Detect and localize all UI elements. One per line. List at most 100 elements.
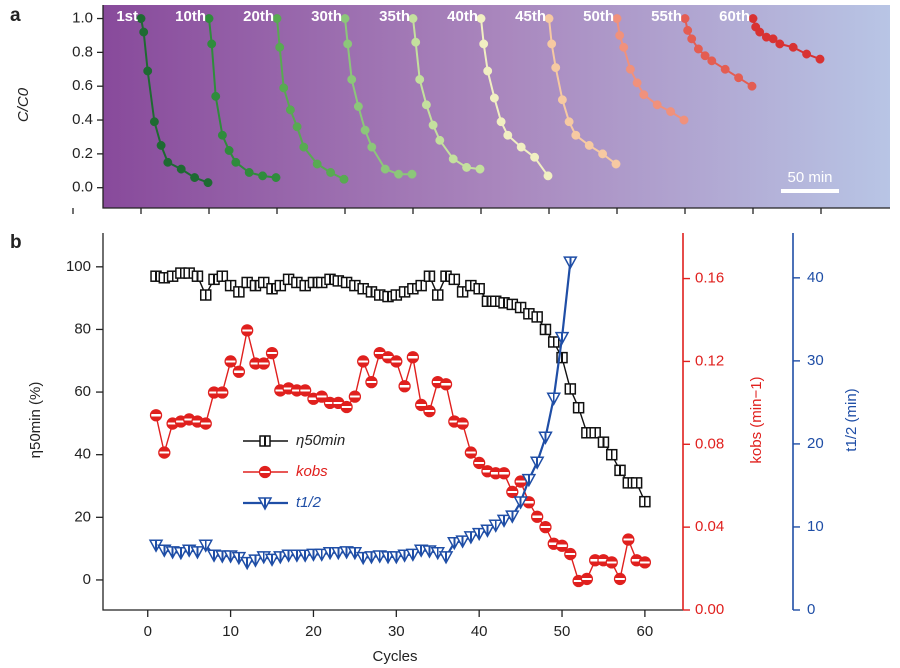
point bbox=[707, 56, 717, 66]
marker bbox=[348, 390, 362, 403]
marker bbox=[216, 270, 229, 282]
y2-axis-label: kobs (min−1) bbox=[748, 376, 765, 463]
point bbox=[476, 14, 486, 23]
point bbox=[203, 178, 213, 188]
marker bbox=[456, 286, 469, 298]
marker bbox=[357, 355, 370, 368]
marker bbox=[556, 351, 568, 364]
marker bbox=[415, 279, 427, 292]
marker bbox=[173, 546, 189, 561]
point bbox=[720, 64, 730, 74]
marker bbox=[513, 496, 528, 510]
point bbox=[747, 81, 757, 91]
point bbox=[768, 34, 778, 44]
series-label: 40th bbox=[447, 8, 478, 25]
point bbox=[367, 142, 377, 152]
series-label: 35th bbox=[379, 8, 410, 25]
x-tick-label: 0 bbox=[144, 623, 152, 640]
series-label: 50th bbox=[583, 8, 614, 25]
point bbox=[679, 115, 689, 125]
point bbox=[448, 154, 458, 164]
y-tick-label: 0.6 bbox=[72, 77, 93, 94]
y2-tick-label: 0.16 bbox=[695, 270, 724, 287]
point bbox=[360, 125, 370, 135]
point bbox=[244, 168, 254, 177]
point bbox=[231, 157, 241, 167]
x-axis-label: Cycles bbox=[372, 648, 417, 665]
point bbox=[176, 164, 186, 174]
point bbox=[598, 149, 608, 159]
marker bbox=[464, 446, 478, 459]
y-axis-label: η50min (%) bbox=[27, 382, 44, 459]
series-label: 10th bbox=[175, 8, 206, 25]
point bbox=[700, 51, 710, 61]
legend-label: η50min bbox=[296, 432, 345, 449]
marker bbox=[447, 536, 462, 551]
point bbox=[584, 140, 594, 150]
marker bbox=[190, 546, 205, 560]
point bbox=[693, 44, 703, 54]
point bbox=[625, 64, 635, 74]
marker bbox=[314, 548, 330, 562]
point bbox=[149, 117, 159, 127]
point bbox=[285, 105, 295, 115]
point bbox=[479, 39, 489, 49]
marker bbox=[331, 546, 346, 561]
y2-tick-label: 0.00 bbox=[695, 601, 724, 618]
y3-axis-label: t1/2 (min) bbox=[843, 388, 860, 451]
series-line bbox=[155, 330, 646, 582]
point bbox=[271, 173, 281, 183]
marker bbox=[605, 448, 618, 461]
marker bbox=[355, 551, 371, 566]
point bbox=[136, 14, 146, 23]
legend-label: kobs bbox=[296, 463, 328, 480]
y-tick-label: 0.8 bbox=[72, 43, 93, 60]
point bbox=[632, 78, 642, 88]
point bbox=[815, 54, 825, 64]
marker bbox=[529, 456, 545, 470]
marker bbox=[439, 378, 453, 391]
point bbox=[347, 74, 357, 84]
marker bbox=[232, 365, 246, 378]
marker bbox=[463, 531, 479, 545]
marker bbox=[199, 289, 212, 301]
point bbox=[156, 140, 166, 150]
point bbox=[339, 174, 349, 184]
point bbox=[407, 169, 417, 179]
point bbox=[611, 159, 621, 169]
marker bbox=[514, 301, 527, 314]
point bbox=[666, 107, 676, 117]
marker bbox=[264, 553, 280, 567]
marker bbox=[216, 386, 229, 399]
legend-marker bbox=[257, 497, 273, 511]
legend-label: t1/2 bbox=[296, 494, 322, 511]
marker bbox=[423, 270, 436, 282]
marker bbox=[315, 390, 328, 403]
series-label: 55th bbox=[651, 8, 682, 25]
marker bbox=[224, 279, 237, 292]
series-label: 1st bbox=[116, 8, 138, 25]
marker bbox=[505, 510, 520, 524]
marker bbox=[233, 286, 245, 298]
marker bbox=[149, 409, 163, 422]
y-tick-label: 80 bbox=[74, 320, 91, 337]
point bbox=[340, 14, 350, 23]
point bbox=[217, 130, 227, 140]
marker bbox=[638, 556, 652, 569]
point bbox=[748, 14, 758, 23]
point bbox=[483, 66, 493, 76]
y-tick-label: 0.2 bbox=[72, 145, 93, 162]
marker bbox=[497, 467, 511, 480]
marker bbox=[471, 527, 487, 542]
x-tick-label: 50 bbox=[554, 623, 571, 640]
marker bbox=[158, 446, 171, 459]
marker bbox=[546, 392, 562, 406]
marker bbox=[531, 311, 543, 323]
y-tick-label: 40 bbox=[74, 446, 91, 463]
point bbox=[516, 142, 526, 152]
point bbox=[775, 39, 785, 49]
point bbox=[462, 162, 472, 172]
point bbox=[299, 142, 309, 152]
point bbox=[619, 42, 629, 52]
